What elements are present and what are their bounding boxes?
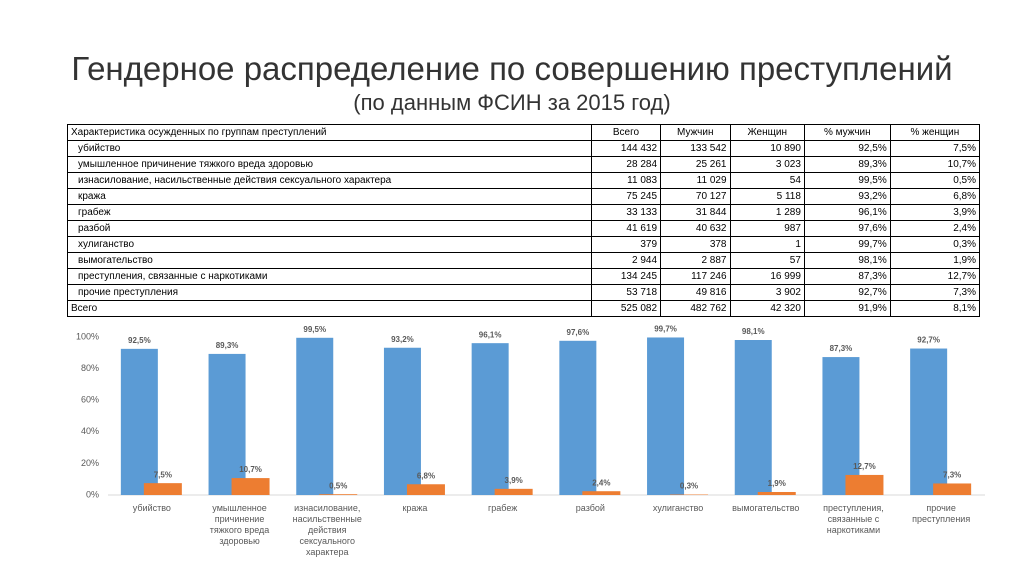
value-label: 92,5%: [128, 336, 151, 345]
table-cell: 40 632: [660, 220, 731, 237]
table-cell: 42 320: [729, 300, 805, 317]
value-label: 7,5%: [154, 470, 172, 479]
bar: [296, 337, 334, 495]
table-cell: 482 762: [660, 300, 731, 317]
bar: [231, 478, 270, 495]
x-tick-label: хулиганство: [652, 503, 704, 513]
table-cell: 91,9%: [803, 300, 891, 317]
x-tick-label: умышленное причинение тяжкого вреда здор…: [209, 503, 270, 546]
table-cell: Всего: [67, 300, 592, 317]
value-label: 3,9%: [505, 476, 523, 485]
value-label: 89,3%: [216, 341, 239, 350]
table-cell: 0,3%: [889, 236, 981, 253]
value-label: 0,3%: [680, 482, 698, 491]
table-row: хулиганство 379 378 1 99,7% 0,3%: [67, 236, 981, 253]
table-row: убийство 144 432 133 542 10 890 92,5% 7,5%: [67, 140, 981, 157]
bar: [319, 494, 358, 495]
y-tick-label: 40%: [81, 426, 99, 436]
table-cell: 525 082: [590, 300, 662, 317]
bar: [845, 474, 884, 495]
y-tick-label: 80%: [81, 363, 99, 373]
bar: [910, 348, 948, 495]
value-label: 87,3%: [830, 344, 853, 353]
value-label: 6,8%: [417, 471, 435, 480]
bar: [120, 348, 158, 495]
value-label: 12,7%: [853, 462, 876, 471]
x-tick-label: разбой: [575, 503, 605, 513]
bar: [208, 353, 246, 495]
x-tick-label: вымогательство: [732, 503, 800, 513]
title: Гендерное распределение по совершению пр…: [71, 50, 953, 87]
bar: [757, 491, 796, 495]
value-label: 96,1%: [479, 330, 502, 339]
value-label: 0,5%: [329, 481, 347, 490]
bar: [494, 488, 533, 495]
bar: [933, 483, 972, 495]
bar: [582, 491, 621, 495]
value-label: 7,3%: [943, 471, 961, 480]
table-row: кража 75 245 70 127 5 118 93,2% 6,8%: [67, 188, 981, 205]
subtitle: (по данным ФСИН за 2015 год): [353, 90, 671, 115]
table-row: преступления, связанные с наркотиками 134…: [67, 268, 981, 285]
table-cell: 8,1%: [889, 300, 981, 317]
bar: [647, 337, 685, 495]
bar: [471, 343, 509, 495]
value-label: 98,1%: [742, 327, 765, 336]
value-label: 99,7%: [654, 325, 677, 334]
x-tick-label: прочие преступления: [912, 503, 971, 524]
value-label: 92,7%: [917, 336, 940, 345]
bar: [559, 340, 597, 495]
bar: [383, 347, 421, 495]
y-tick-label: 20%: [81, 458, 99, 468]
x-tick-label: грабеж: [488, 503, 518, 513]
x-tick-label: убийство: [132, 503, 171, 513]
x-tick-label: кража: [402, 503, 428, 513]
value-label: 99,5%: [303, 325, 326, 334]
table-row: вымогательство 2 944 2 887 57 98,1% 1,9%: [67, 252, 981, 269]
y-tick-label: 0%: [86, 489, 99, 499]
x-tick-label: преступления, связанные с наркотиками: [823, 503, 884, 535]
bar: [822, 357, 860, 495]
bar: [143, 483, 182, 495]
bar: [734, 340, 772, 495]
x-tick-label: изнасилование, насильственные действия с…: [292, 503, 362, 557]
value-label: 93,2%: [391, 335, 414, 344]
table-row: Всего 525 082 482 762 42 320 91,9% 8,1%: [67, 300, 981, 317]
table-row: Характеристика осужденных по группам пре…: [67, 124, 981, 141]
value-label: 10,7%: [239, 465, 262, 474]
data-table: Характеристика осужденных по группам пре…: [67, 124, 981, 317]
value-label: 2,4%: [592, 478, 610, 487]
y-tick-label: 60%: [81, 395, 99, 405]
value-label: 1,9%: [768, 479, 786, 488]
bar: [406, 484, 445, 495]
y-tick-label: 100%: [76, 331, 99, 341]
value-label: 97,6%: [567, 328, 590, 337]
